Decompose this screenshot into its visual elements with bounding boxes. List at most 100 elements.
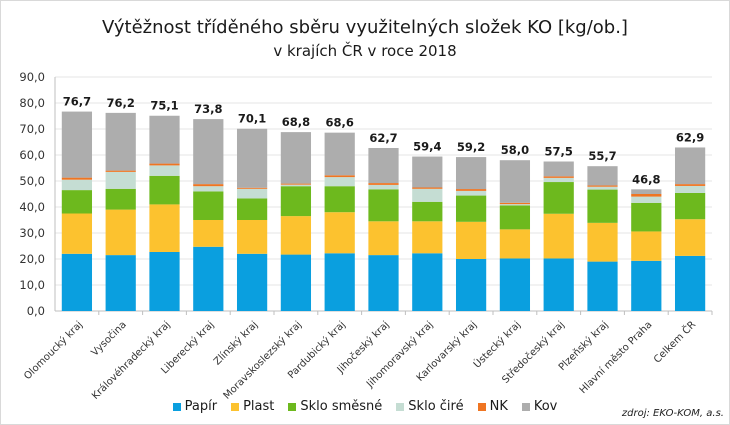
bar-segment-nk xyxy=(61,177,93,180)
bar-segment-plast xyxy=(324,212,355,254)
legend-item-nk: NK xyxy=(477,399,508,414)
bar-segment-nk xyxy=(499,202,531,205)
bar-segment-kov xyxy=(455,157,487,190)
bar-segment-sklo-cire xyxy=(149,165,180,176)
y-tick-label: 60,0 xyxy=(19,148,45,162)
legend-item-plast: Plast xyxy=(231,399,274,414)
bar-segment-plast xyxy=(105,209,136,256)
bar-segment-sklo-cire xyxy=(193,186,224,192)
bar-segment-plast xyxy=(368,221,399,256)
legend-label: Kov xyxy=(533,399,558,414)
legend-swatch xyxy=(477,402,486,411)
legend-item-sklo-cire: Sklo čiré xyxy=(396,399,464,414)
bar-segment-papir xyxy=(193,246,224,311)
bar-segment-sklo-cire xyxy=(674,185,706,193)
total-data-label: 68,6 xyxy=(326,116,354,130)
legend: Papír Plast Sklo směsné Sklo čiré NK Kov xyxy=(0,399,730,414)
legend-label: Sklo čiré xyxy=(408,399,464,414)
bar-segment-papir xyxy=(368,255,399,311)
total-data-label: 58,0 xyxy=(501,143,529,157)
bar-segment-sklo-cire xyxy=(455,190,487,196)
bar-segment-kov xyxy=(412,156,443,188)
total-data-label: 55,7 xyxy=(588,149,616,163)
bar-segment-sklo-smesne xyxy=(631,202,662,232)
bar-segment-sklo-smesne xyxy=(674,192,706,220)
bar-segment-plast xyxy=(193,220,224,247)
bar-segment-sklo-cire xyxy=(587,186,618,190)
bar-segment-plast xyxy=(587,222,618,262)
bar-segment-plast xyxy=(499,229,531,259)
bar-segment-sklo-smesne xyxy=(499,205,531,230)
bar-segment-nk xyxy=(412,187,443,189)
y-tick-label: 90,0 xyxy=(19,70,45,84)
bar-segment-papir xyxy=(280,254,312,311)
bar-segment-sklo-cire xyxy=(631,196,662,203)
legend-swatch xyxy=(396,402,405,411)
bar-segment-kov xyxy=(149,115,180,164)
bar-segment-kov xyxy=(499,160,531,203)
bar-segment-nk xyxy=(543,176,574,178)
bar-segment-kov xyxy=(105,112,136,171)
bar-segment-kov xyxy=(543,161,574,177)
total-data-label: 73,8 xyxy=(194,102,222,116)
bar-segment-sklo-smesne xyxy=(543,182,574,214)
bar-segment-papir xyxy=(499,258,531,311)
legend-item-sklo-smesne: Sklo směsné xyxy=(288,399,382,414)
bar-segment-sklo-cire xyxy=(543,177,574,183)
total-data-label: 57,5 xyxy=(545,145,573,159)
bar-segment-plast xyxy=(455,221,487,259)
bar-segment-papir xyxy=(105,255,136,311)
source-note: zdroj: EKO-KOM, a.s. xyxy=(621,408,724,419)
bar-segment-sklo-smesne xyxy=(412,201,443,222)
y-tick-label: 0,0 xyxy=(27,304,45,318)
bar-segment-sklo-smesne xyxy=(149,175,180,205)
y-tick-label: 40,0 xyxy=(19,200,45,214)
legend-item-papir: Papír xyxy=(172,399,217,414)
total-data-label: 68,8 xyxy=(282,115,310,129)
bar-segment-papir xyxy=(61,253,93,311)
bar-segment-plast xyxy=(631,231,662,261)
bar-segment-papir xyxy=(674,255,706,311)
bar-segment-papir xyxy=(455,259,487,311)
total-data-label: 76,7 xyxy=(63,95,91,109)
bar-segment-nk xyxy=(455,189,487,191)
chart-subtitle: v krajích ČR v roce 2018 xyxy=(273,42,457,60)
bar-segment-sklo-cire xyxy=(499,204,531,206)
bar-segment-sklo-smesne xyxy=(236,198,268,220)
bar-segment-papir xyxy=(324,253,355,311)
legend-label: Plast xyxy=(243,399,275,414)
bar-segment-nk xyxy=(587,185,618,187)
bar-segment-nk xyxy=(324,175,355,178)
legend-label: Sklo směsné xyxy=(300,399,383,414)
bar-segment-kov xyxy=(587,166,618,186)
bar-segment-sklo-cire xyxy=(368,184,399,190)
bar-segment-sklo-cire xyxy=(105,171,136,189)
bar-segment-nk xyxy=(236,187,268,189)
bar-segment-nk xyxy=(149,163,180,166)
bar-segment-nk xyxy=(193,184,224,187)
total-data-label: 75,1 xyxy=(150,99,178,113)
bar-segment-papir xyxy=(631,260,662,311)
y-tick-label: 20,0 xyxy=(19,252,45,266)
bar-segment-kov xyxy=(368,147,399,184)
bar-segment-nk xyxy=(105,170,136,172)
bar-segment-plast xyxy=(149,204,180,252)
y-tick-label: 80,0 xyxy=(19,96,45,110)
total-data-label: 76,2 xyxy=(107,96,135,110)
bar-segment-sklo-smesne xyxy=(61,190,93,214)
x-tick-label: Hlavní město Praha xyxy=(577,319,654,396)
bar-segment-sklo-smesne xyxy=(455,195,487,222)
bar-segment-kov xyxy=(324,132,355,176)
bar-segment-sklo-cire xyxy=(61,179,93,191)
x-tick-label: Královéhradecký kraj xyxy=(89,319,172,402)
bar-segment-papir xyxy=(412,253,443,311)
legend-swatch xyxy=(288,402,297,411)
y-tick-label: 50,0 xyxy=(19,174,45,188)
bar-segment-papir xyxy=(587,261,618,311)
bar-segment-kov xyxy=(631,189,662,194)
total-data-label: 59,4 xyxy=(413,140,441,154)
x-tick-label: Olomoucký kraj xyxy=(22,319,86,383)
bar-segment-papir xyxy=(149,251,180,311)
bar-segment-kov xyxy=(236,128,268,188)
total-data-label: 62,7 xyxy=(369,131,397,145)
